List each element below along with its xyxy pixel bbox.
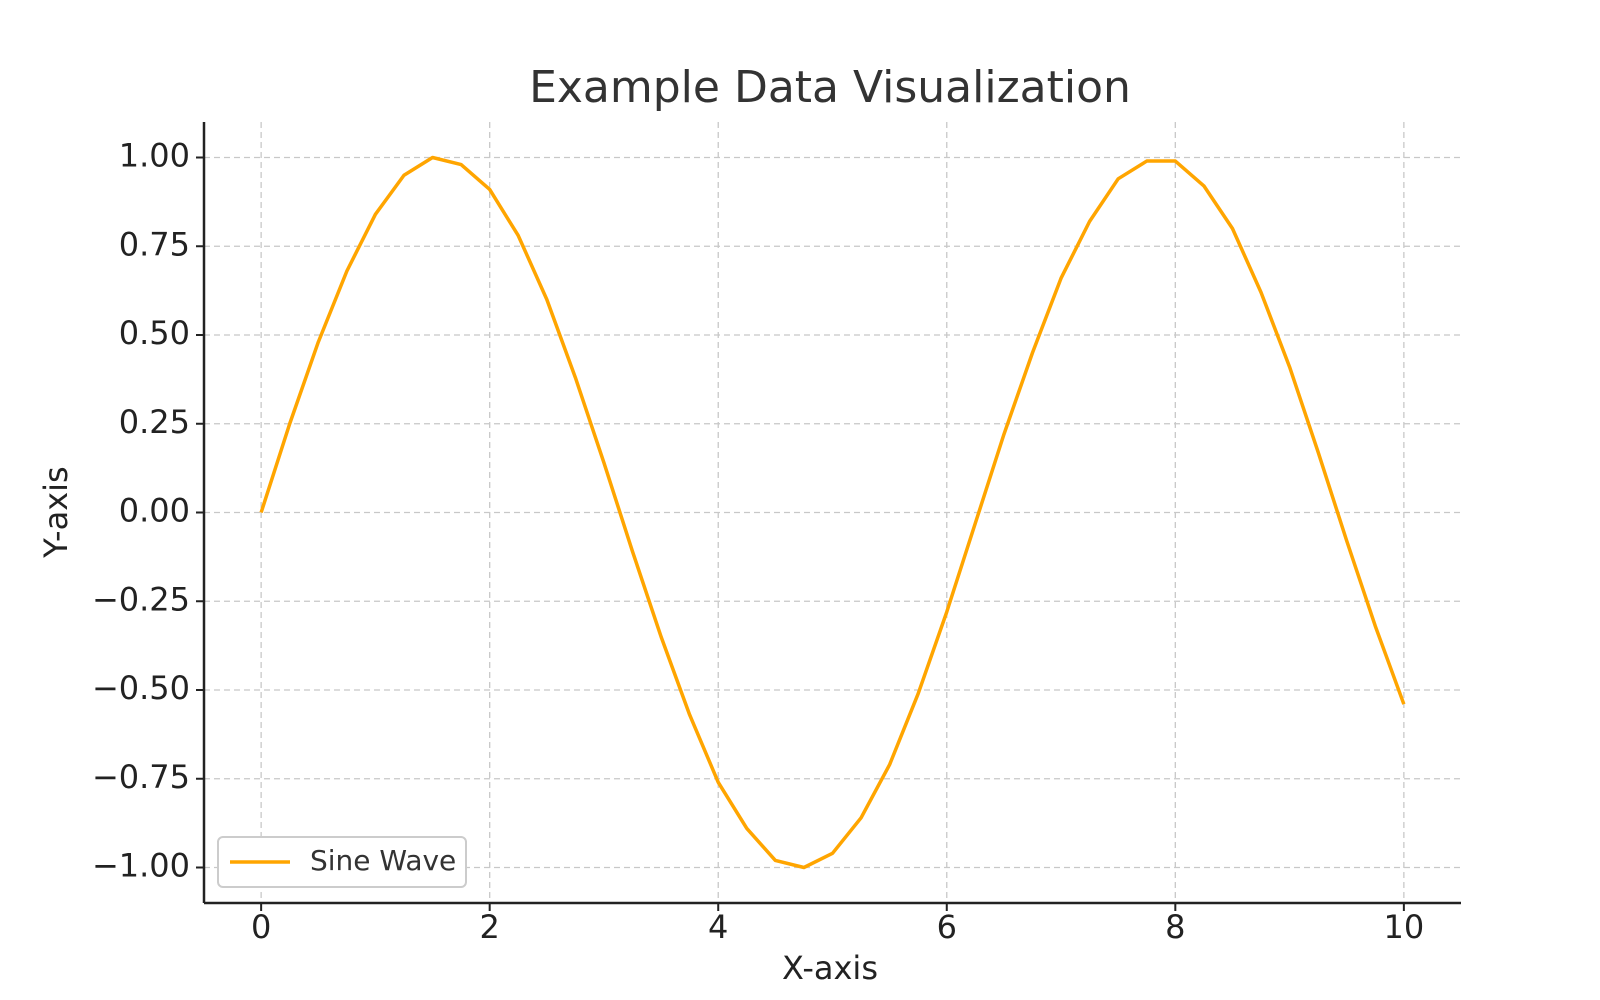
chart-title: Example Data Visualization xyxy=(529,62,1131,113)
legend-box xyxy=(217,836,467,888)
legend-label: Sine Wave xyxy=(310,844,456,877)
line-series xyxy=(259,155,1406,870)
y-tick-label: 0.00 xyxy=(119,492,190,530)
x-tick-label: 0 xyxy=(251,908,271,946)
x-axis-label: X-axis xyxy=(782,949,878,987)
x-tick-label: 8 xyxy=(1165,908,1185,946)
y-tick-label: −0.50 xyxy=(92,669,190,707)
y-tick-label: 0.25 xyxy=(119,403,190,441)
x-tick-label: 2 xyxy=(480,908,500,946)
y-tick-label: −0.75 xyxy=(92,758,190,796)
x-tick-label: 10 xyxy=(1384,908,1425,946)
y-tick-label: 1.00 xyxy=(119,137,190,175)
y-tick-label: −1.00 xyxy=(92,847,190,885)
y-axis-label: Y-axis xyxy=(37,466,75,558)
x-tick-label: 6 xyxy=(937,908,957,946)
y-tick-label: −0.25 xyxy=(92,580,190,618)
y-tick-label: 0.75 xyxy=(119,225,190,263)
x-tick-label: 4 xyxy=(708,908,728,946)
y-tick-label: 0.50 xyxy=(119,314,190,352)
